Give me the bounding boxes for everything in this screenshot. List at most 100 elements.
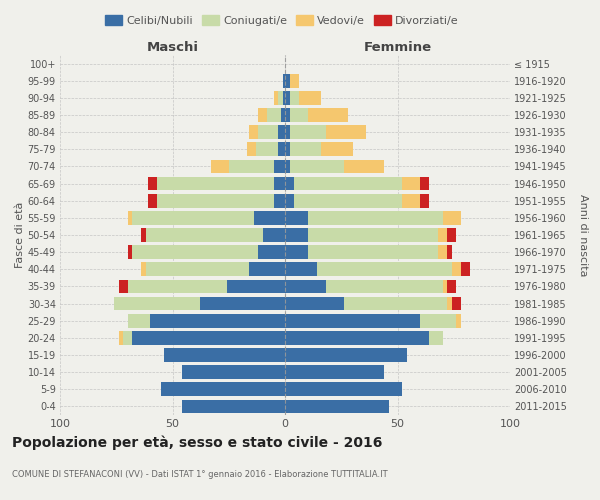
Bar [161, 382, 285, 396]
Bar [278, 142, 285, 156]
Bar [429, 331, 443, 344]
Bar [141, 228, 146, 242]
Bar [325, 126, 366, 139]
Bar [157, 194, 274, 207]
Bar [447, 296, 452, 310]
Bar [299, 91, 321, 104]
Legend: Celibi/Nubili, Coniugati/e, Vedovi/e, Divorziati/e: Celibi/Nubili, Coniugati/e, Vedovi/e, Di… [101, 10, 463, 30]
Bar [452, 296, 461, 310]
Bar [258, 108, 267, 122]
Bar [128, 314, 150, 328]
Bar [438, 228, 447, 242]
Bar [148, 194, 157, 207]
Bar [132, 331, 285, 344]
Bar [402, 194, 420, 207]
Bar [461, 262, 470, 276]
Bar [443, 280, 447, 293]
Bar [114, 296, 199, 310]
Text: Femmine: Femmine [364, 41, 431, 54]
Bar [343, 160, 384, 173]
Bar [182, 400, 285, 413]
Bar [285, 176, 294, 190]
Text: Popolazione per età, sesso e stato civile - 2016: Popolazione per età, sesso e stato civil… [12, 435, 382, 450]
Bar [148, 176, 157, 190]
Text: Maschi: Maschi [146, 41, 199, 54]
Bar [325, 280, 443, 293]
Bar [447, 280, 456, 293]
Bar [452, 262, 461, 276]
Bar [420, 314, 456, 328]
Bar [247, 142, 256, 156]
Bar [119, 280, 128, 293]
Bar [128, 246, 132, 259]
Bar [256, 142, 278, 156]
Bar [163, 348, 285, 362]
Bar [285, 296, 343, 310]
Bar [285, 228, 308, 242]
Bar [128, 211, 132, 224]
Bar [285, 246, 308, 259]
Text: COMUNE DI STEFANACONI (VV) - Dati ISTAT 1° gennaio 2016 - Elaborazione TUTTITALI: COMUNE DI STEFANACONI (VV) - Dati ISTAT … [12, 470, 388, 479]
Bar [308, 228, 438, 242]
Bar [258, 126, 278, 139]
Bar [285, 348, 407, 362]
Bar [182, 366, 285, 379]
Bar [290, 160, 343, 173]
Bar [447, 246, 452, 259]
Bar [285, 280, 325, 293]
Bar [456, 314, 461, 328]
Bar [290, 142, 321, 156]
Bar [119, 331, 123, 344]
Bar [283, 91, 285, 104]
Bar [290, 108, 308, 122]
Bar [308, 108, 348, 122]
Y-axis label: Anni di nascita: Anni di nascita [578, 194, 588, 276]
Bar [274, 160, 285, 173]
Bar [290, 91, 299, 104]
Bar [285, 211, 308, 224]
Bar [283, 74, 285, 88]
Bar [402, 176, 420, 190]
Bar [285, 366, 384, 379]
Bar [317, 262, 452, 276]
Bar [141, 262, 146, 276]
Bar [321, 142, 353, 156]
Bar [254, 211, 285, 224]
Bar [420, 194, 429, 207]
Bar [132, 211, 254, 224]
Bar [294, 176, 402, 190]
Bar [285, 74, 290, 88]
Bar [249, 262, 285, 276]
Bar [290, 74, 299, 88]
Bar [278, 91, 283, 104]
Y-axis label: Fasce di età: Fasce di età [14, 202, 25, 268]
Bar [308, 246, 438, 259]
Bar [123, 331, 132, 344]
Bar [274, 176, 285, 190]
Bar [227, 280, 285, 293]
Bar [263, 228, 285, 242]
Bar [343, 296, 447, 310]
Bar [285, 382, 402, 396]
Bar [132, 246, 258, 259]
Bar [438, 246, 447, 259]
Bar [285, 331, 429, 344]
Bar [285, 142, 290, 156]
Bar [274, 194, 285, 207]
Bar [199, 296, 285, 310]
Bar [278, 126, 285, 139]
Bar [420, 176, 429, 190]
Bar [447, 228, 456, 242]
Bar [285, 262, 317, 276]
Bar [285, 108, 290, 122]
Bar [285, 91, 290, 104]
Bar [150, 314, 285, 328]
Bar [285, 400, 389, 413]
Bar [285, 160, 290, 173]
Bar [294, 194, 402, 207]
Bar [285, 314, 420, 328]
Bar [249, 126, 258, 139]
Bar [285, 194, 294, 207]
Bar [128, 280, 227, 293]
Bar [443, 211, 461, 224]
